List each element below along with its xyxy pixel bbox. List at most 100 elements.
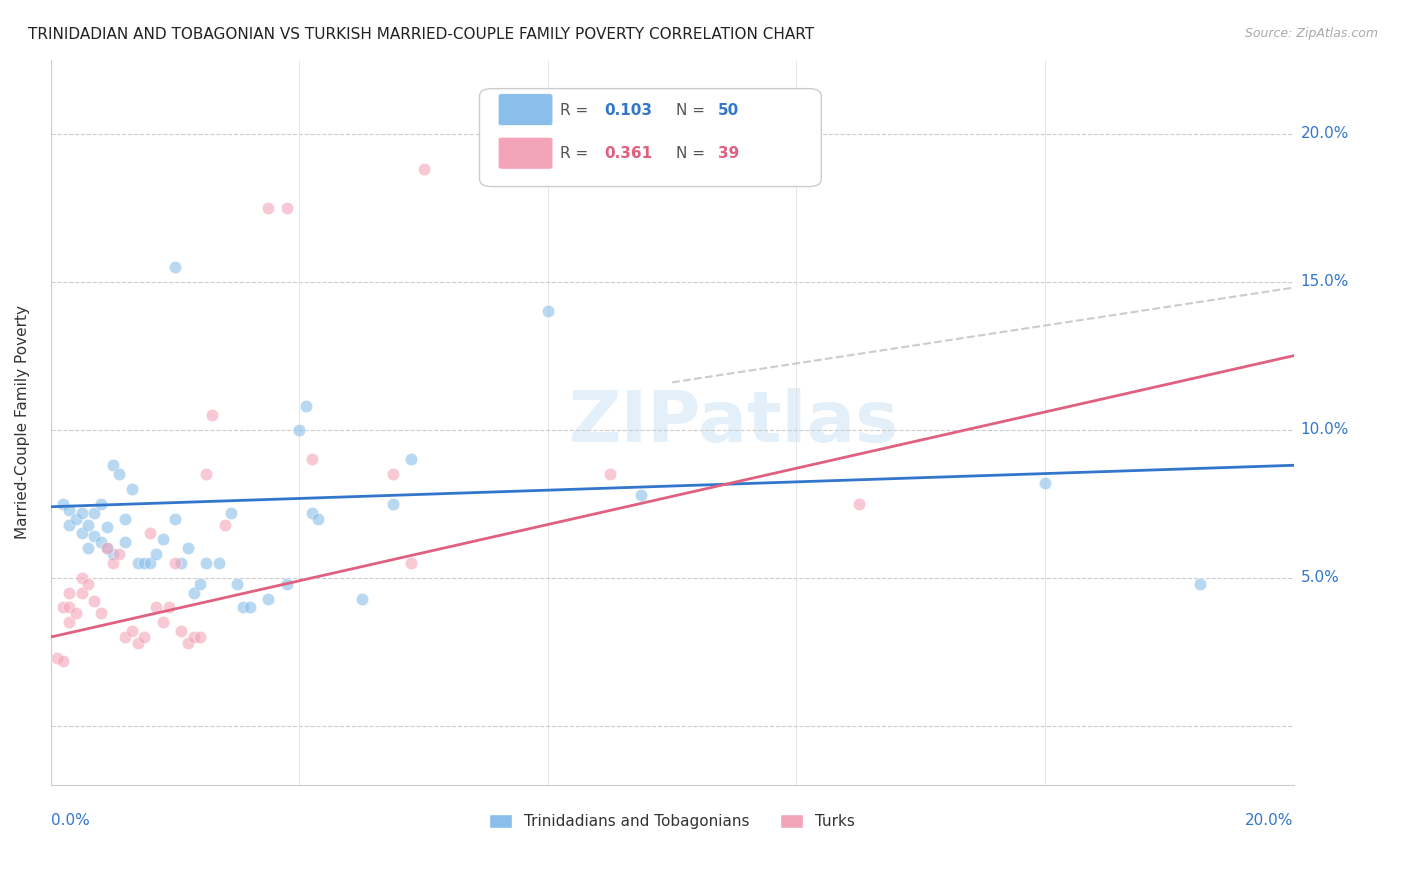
Point [132, 556, 155, 570]
Point [288, 423, 311, 437]
Point [165, 511, 187, 525]
Text: 20.0%: 20.0% [1246, 813, 1294, 828]
Point [195, 467, 218, 482]
Point [58, 502, 80, 516]
Point [276, 201, 298, 215]
Point [121, 624, 143, 639]
Point [145, 547, 167, 561]
Point [121, 482, 143, 496]
Point [139, 526, 162, 541]
FancyBboxPatch shape [498, 94, 553, 126]
Point [58, 585, 80, 599]
Point [848, 497, 870, 511]
Point [83, 594, 105, 608]
Text: Source: ZipAtlas.com: Source: ZipAtlas.com [1244, 27, 1378, 40]
Point [96, 520, 118, 534]
Point [127, 636, 149, 650]
Y-axis label: Married-Couple Family Poverty: Married-Couple Family Poverty [15, 305, 30, 540]
Point [165, 260, 187, 274]
Text: 5.0%: 5.0% [1301, 570, 1339, 585]
Point [96, 541, 118, 556]
Point [83, 506, 105, 520]
Point [170, 624, 193, 639]
Text: 0.103: 0.103 [603, 103, 652, 118]
Point [139, 556, 162, 570]
Point [114, 535, 136, 549]
Point [58, 615, 80, 630]
Point [399, 452, 422, 467]
Text: R =: R = [561, 146, 593, 161]
Point [90, 497, 112, 511]
Point [399, 556, 422, 570]
Point [195, 556, 218, 570]
Point [201, 408, 224, 422]
Point [381, 497, 404, 511]
Point [630, 488, 652, 502]
Point [412, 162, 434, 177]
Point [52, 654, 75, 668]
Point [152, 615, 174, 630]
Point [183, 630, 205, 644]
Point [58, 517, 80, 532]
Point [257, 591, 280, 606]
Text: 20.0%: 20.0% [1301, 126, 1348, 141]
Text: 10.0%: 10.0% [1301, 422, 1348, 437]
Point [108, 467, 131, 482]
Point [65, 511, 87, 525]
Point [77, 517, 100, 532]
Point [70, 526, 93, 541]
Point [257, 201, 280, 215]
Text: 0.361: 0.361 [603, 146, 652, 161]
Point [70, 506, 93, 520]
Point [65, 607, 87, 621]
Point [301, 452, 323, 467]
Point [127, 556, 149, 570]
Text: 50: 50 [718, 103, 740, 118]
FancyBboxPatch shape [479, 88, 821, 186]
Point [152, 533, 174, 547]
Text: 0.0%: 0.0% [51, 813, 90, 828]
Point [101, 547, 124, 561]
Point [301, 506, 323, 520]
Point [70, 571, 93, 585]
Point [83, 529, 105, 543]
Point [46, 650, 69, 665]
Point [276, 576, 298, 591]
Text: 39: 39 [718, 146, 740, 161]
Text: 15.0%: 15.0% [1301, 274, 1348, 289]
Point [176, 636, 198, 650]
Point [381, 467, 404, 482]
Point [132, 630, 155, 644]
Point [183, 585, 205, 599]
Point [537, 304, 560, 318]
Point [52, 600, 75, 615]
Point [214, 517, 236, 532]
Point [58, 600, 80, 615]
Text: R =: R = [561, 103, 593, 118]
Point [1033, 476, 1056, 491]
Point [188, 576, 211, 591]
Point [294, 399, 316, 413]
Point [101, 458, 124, 473]
Text: N =: N = [676, 146, 710, 161]
Point [307, 511, 329, 525]
Point [1189, 576, 1212, 591]
Point [70, 585, 93, 599]
Point [165, 556, 187, 570]
Point [145, 600, 167, 615]
Point [108, 547, 131, 561]
Point [226, 576, 249, 591]
Point [232, 600, 254, 615]
Point [90, 535, 112, 549]
Point [350, 591, 373, 606]
Point [176, 541, 198, 556]
Point [90, 607, 112, 621]
Text: TRINIDADIAN AND TOBAGONIAN VS TURKISH MARRIED-COUPLE FAMILY POVERTY CORRELATION : TRINIDADIAN AND TOBAGONIAN VS TURKISH MA… [28, 27, 814, 42]
FancyBboxPatch shape [498, 137, 553, 169]
Text: ZIPatlas: ZIPatlas [569, 388, 900, 457]
Legend: Trinidadians and Tobagonians, Turks: Trinidadians and Tobagonians, Turks [482, 808, 862, 836]
Point [599, 467, 621, 482]
Point [157, 600, 180, 615]
Point [188, 630, 211, 644]
Point [52, 497, 75, 511]
